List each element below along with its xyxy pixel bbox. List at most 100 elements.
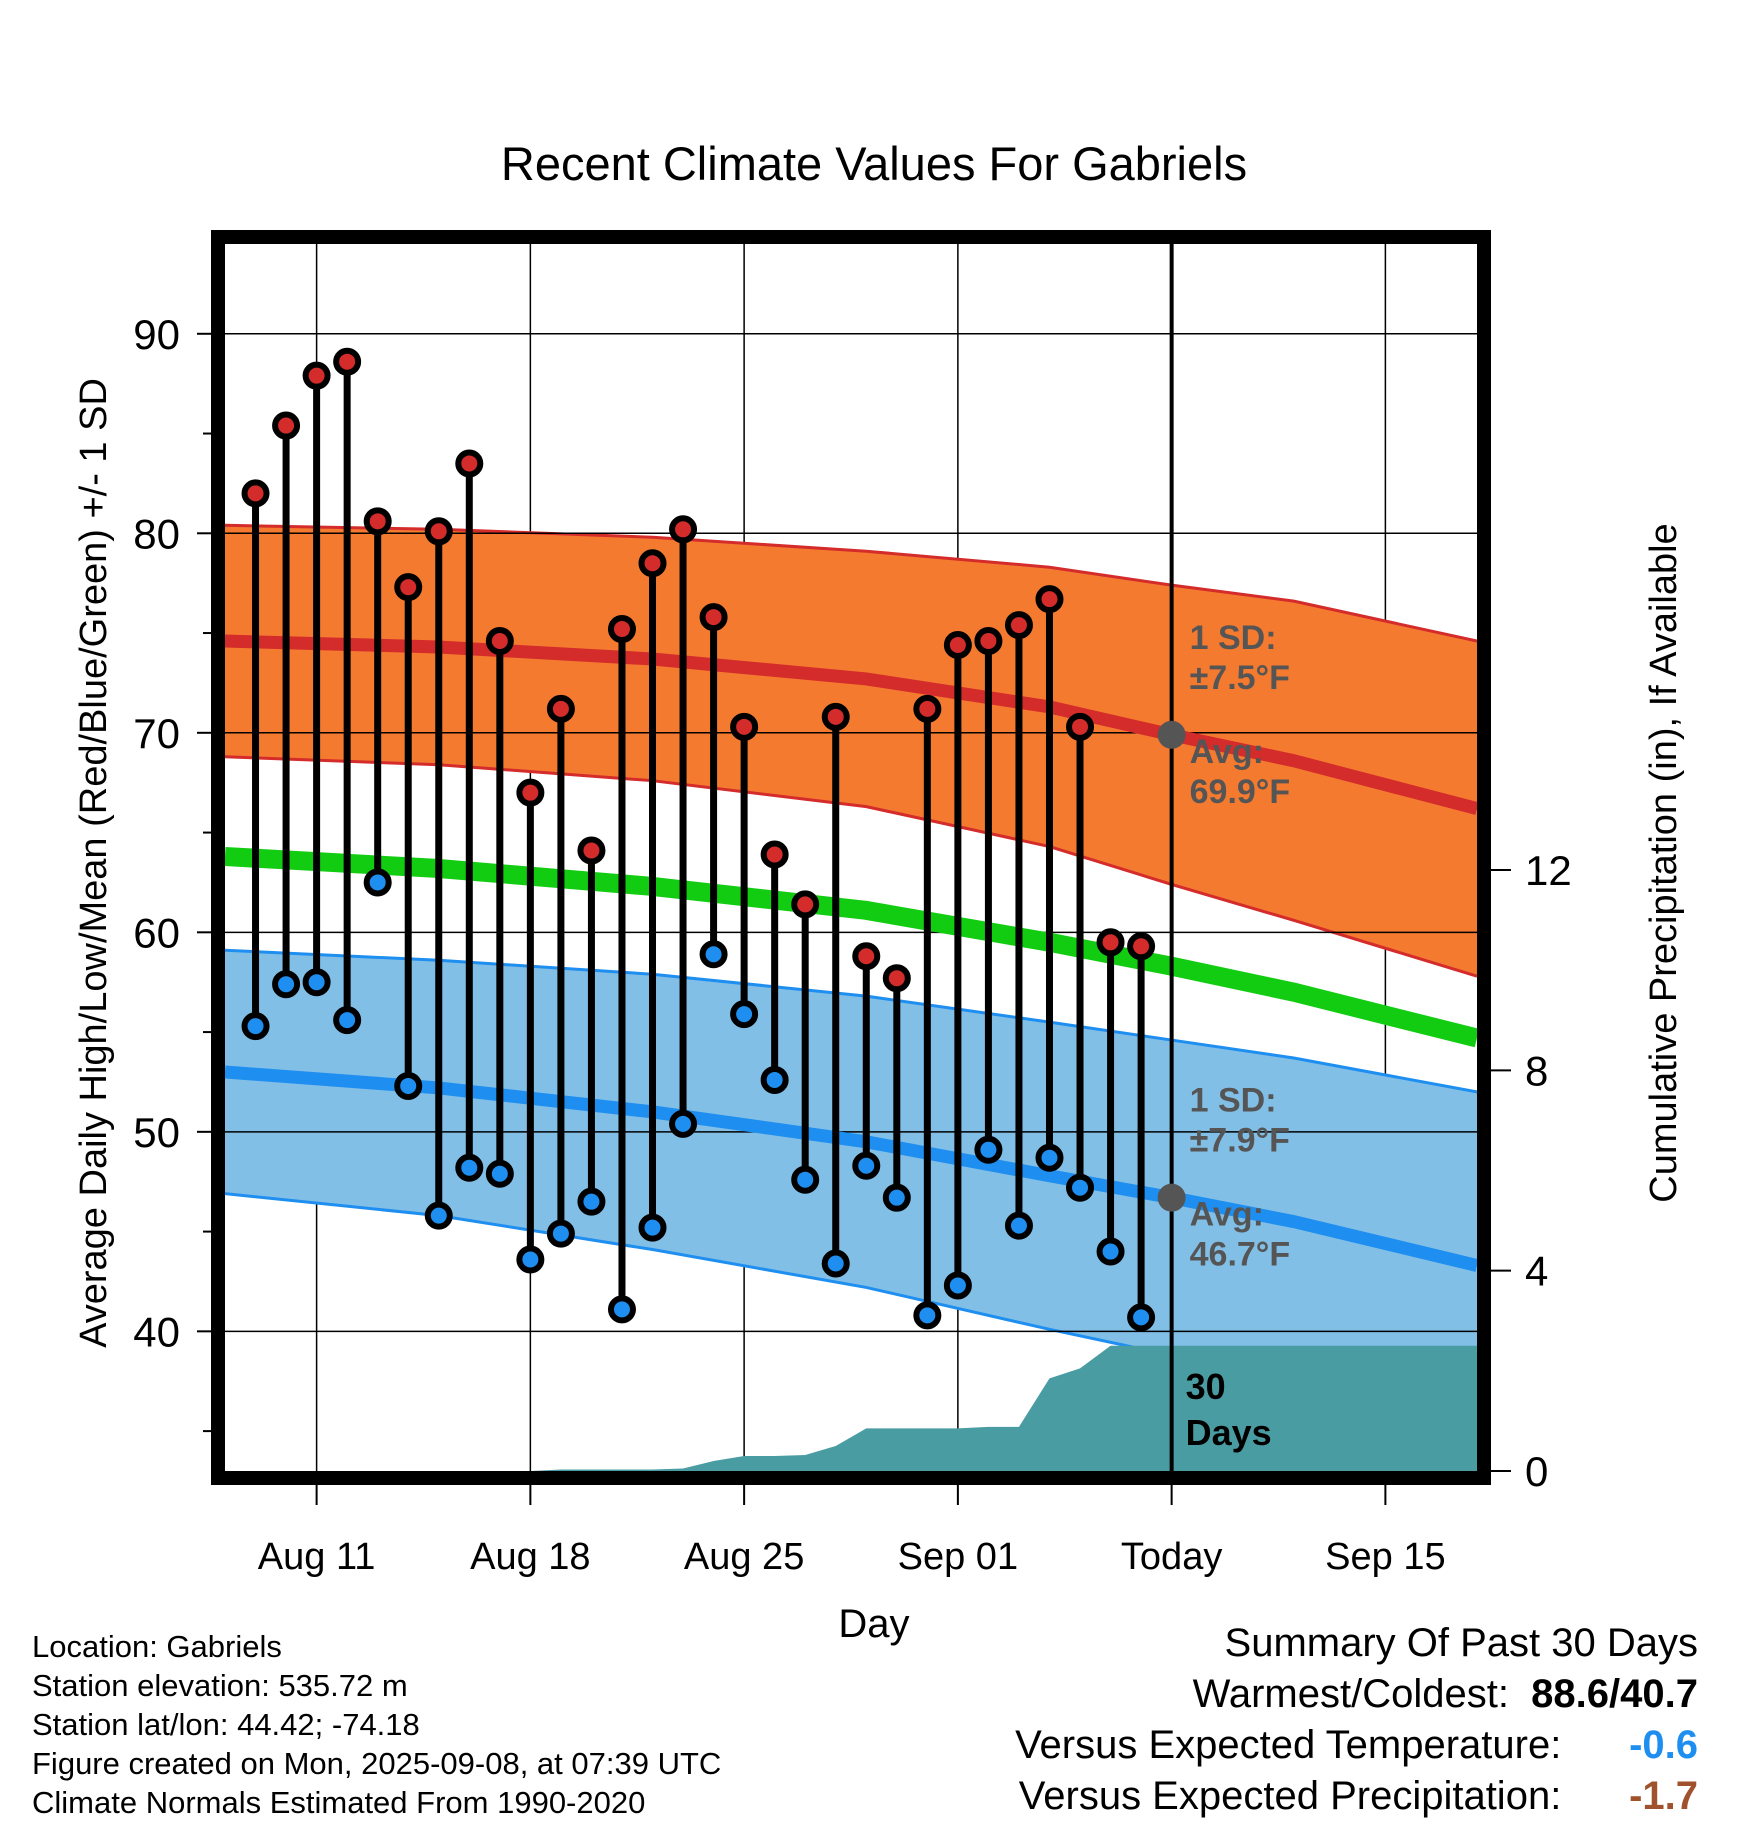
- daily-low-point: [1035, 1143, 1064, 1172]
- daily-high-point: [455, 449, 484, 478]
- daily-low-point: [638, 1213, 667, 1242]
- x-tick-label: Sep 15: [1325, 1536, 1445, 1578]
- info-created: Figure created on Mon, 2025-09-08, at 07…: [32, 1746, 722, 1781]
- daily-low-point: [516, 1245, 545, 1274]
- daily-high-point: [1035, 585, 1064, 614]
- y2-tick-label: 12: [1525, 847, 1572, 894]
- daily-high-point: [730, 712, 759, 741]
- daily-high-point: [363, 507, 392, 536]
- x-tick-label: Aug 25: [684, 1536, 804, 1578]
- summary-warmest-label: Warmest/Coldest:: [1192, 1672, 1509, 1716]
- summary-title: Summary Of Past 30 Days: [1224, 1621, 1698, 1665]
- y2-axis-label: Cumulative Precipitation (in), If Availa…: [1643, 523, 1685, 1202]
- daily-low-point: [852, 1151, 881, 1180]
- summary-precipitation: Versus Expected Precipitation: -1.7: [1019, 1774, 1698, 1819]
- high-sd-upper-edge: [225, 523, 1477, 643]
- daily-high-point: [1066, 712, 1095, 741]
- daily-low-point: [577, 1187, 606, 1216]
- x-tick-label: Sep 01: [898, 1536, 1018, 1578]
- daily-low-point: [1004, 1211, 1033, 1240]
- y-tick-label: 90: [133, 311, 180, 358]
- today-box-line-2: Days: [1186, 1412, 1272, 1453]
- daily-low-point: [730, 1000, 759, 1029]
- x-tick-label: Aug 18: [470, 1536, 590, 1578]
- info-latlon: Station lat/lon: 44.42; -74.18: [32, 1707, 420, 1742]
- plot-area: [225, 244, 1477, 1471]
- y2-tick-label: 4: [1525, 1248, 1548, 1295]
- daily-high-point: [241, 479, 270, 508]
- daily-high-point: [516, 778, 545, 807]
- info-elevation: Station elevation: 535.72 m: [32, 1668, 408, 1703]
- daily-low-point: [241, 1012, 270, 1041]
- summary-temperature: Versus Expected Temperature: -0.6: [1015, 1723, 1698, 1768]
- daily-high-point: [607, 615, 636, 644]
- daily-low-point: [913, 1301, 942, 1330]
- y-tick-label: 80: [133, 510, 180, 557]
- daily-high-point: [1096, 928, 1125, 957]
- daily-high-point: [760, 840, 789, 869]
- daily-high-point: [394, 573, 423, 602]
- daily-high-point: [974, 627, 1003, 656]
- summary-precip-value: -1.7: [1629, 1774, 1698, 1818]
- high-avg-value: 69.9°F: [1190, 773, 1291, 811]
- summary-precip-label: Versus Expected Precipitation:: [1018, 1774, 1562, 1818]
- x-axis-label: Day: [838, 1602, 909, 1646]
- daily-high-point: [424, 517, 453, 546]
- low-avg-today-marker: [1157, 1183, 1186, 1212]
- daily-low-point: [974, 1135, 1003, 1164]
- daily-low-point: [669, 1109, 698, 1138]
- info-normals: Climate Normals Estimated From 1990-2020: [32, 1785, 646, 1820]
- precipitation-area: [255, 1345, 1477, 1471]
- daily-high-point: [669, 515, 698, 544]
- daily-low-point: [1096, 1237, 1125, 1266]
- daily-high-point: [943, 631, 972, 660]
- daily-low-point: [882, 1183, 911, 1212]
- daily-low-point: [333, 1006, 362, 1035]
- daily-high-point: [791, 890, 820, 919]
- daily-high-point: [638, 549, 667, 578]
- daily-high-point: [1004, 611, 1033, 640]
- daily-low-point: [272, 970, 301, 999]
- daily-low-point: [363, 868, 392, 897]
- y2-tick-label: 8: [1525, 1047, 1548, 1094]
- daily-low-point: [455, 1153, 484, 1182]
- summary-temp-label: Versus Expected Temperature:: [1015, 1723, 1562, 1767]
- daily-high-point: [1127, 932, 1156, 961]
- daily-high-point: [913, 694, 942, 723]
- x-tick-label: Today: [1121, 1536, 1222, 1578]
- daily-low-point: [607, 1295, 636, 1324]
- daily-low-point: [760, 1065, 789, 1094]
- daily-low-point: [943, 1271, 972, 1300]
- plot-frame: [211, 230, 1491, 1485]
- daily-low-point: [699, 940, 728, 969]
- daily-low-point: [1066, 1173, 1095, 1202]
- low-avg-label: Avg:: [1190, 1196, 1264, 1234]
- y-tick-label: 40: [133, 1308, 180, 1355]
- daily-high-point: [699, 603, 728, 632]
- daily-high-point: [485, 627, 514, 656]
- info-location: Location: Gabriels: [32, 1629, 282, 1664]
- high-avg-today-marker: [1157, 720, 1186, 749]
- daily-low-point: [791, 1165, 820, 1194]
- y-tick-label: 60: [133, 909, 180, 956]
- low-sd-value: ±7.9°F: [1190, 1122, 1290, 1160]
- high-sd-band: [225, 525, 1477, 977]
- summary-warmest: Warmest/Coldest: 88.6/40.7: [1193, 1672, 1698, 1717]
- daily-high-point: [302, 361, 331, 390]
- today-box-line-1: 30: [1186, 1366, 1226, 1407]
- daily-high-point: [852, 942, 881, 971]
- daily-low-point: [394, 1071, 423, 1100]
- daily-low-point: [546, 1219, 575, 1248]
- low-sd-band: [225, 950, 1477, 1440]
- summary-temp-value: -0.6: [1629, 1723, 1698, 1767]
- daily-high-point: [272, 411, 301, 440]
- daily-low-point: [821, 1249, 850, 1278]
- low-sd-label: 1 SD:: [1190, 1082, 1277, 1120]
- daily-high-point: [546, 694, 575, 723]
- axes: 40 50 60 70 80 90 0 4 8 12 Aug 11 Aug 18 Aug 25 Sep 0…: [133, 230, 1572, 1578]
- y-tick-label: 70: [133, 710, 180, 757]
- high-sd-label: 1 SD:: [1190, 619, 1277, 657]
- y-axis-label: Average Daily High/Low/Mean (Red/Blue/Gr…: [73, 378, 115, 1348]
